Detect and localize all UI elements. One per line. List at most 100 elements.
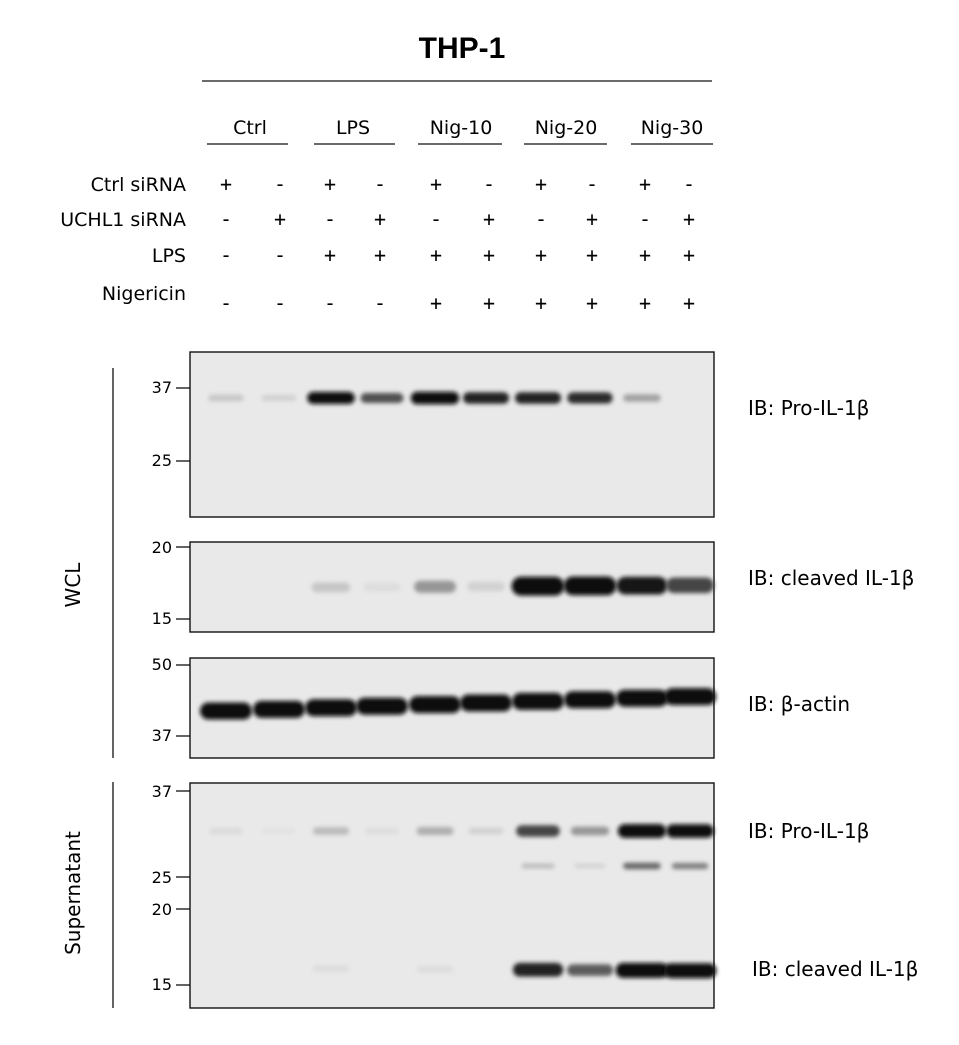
band-row bbox=[311, 576, 714, 596]
blot-band bbox=[512, 692, 564, 710]
blot-band bbox=[615, 962, 669, 978]
blot-band bbox=[467, 581, 505, 592]
condition-sign: + bbox=[586, 207, 598, 231]
condition-sign: + bbox=[586, 243, 598, 267]
condition-sign: + bbox=[483, 243, 495, 267]
section-label-supernatant: Supernatant bbox=[61, 831, 85, 955]
condition-sign: + bbox=[535, 172, 547, 196]
blot-band bbox=[312, 965, 350, 973]
blot-band bbox=[468, 827, 504, 835]
condition-label-lps: LPS bbox=[152, 245, 186, 267]
blot-band bbox=[664, 688, 716, 706]
blot-band bbox=[307, 391, 355, 404]
blot-panel-wcl-beta-actin: 50 37 IB: β-actin bbox=[152, 655, 850, 759]
condition-sign: + bbox=[374, 243, 386, 267]
blot-band bbox=[414, 580, 456, 593]
blot-band bbox=[564, 691, 616, 709]
condition-sign: + bbox=[683, 207, 695, 231]
blot-band bbox=[410, 391, 460, 405]
section-label-wcl: WCL bbox=[61, 562, 85, 608]
group-label-nig-10: Nig-10 bbox=[430, 117, 493, 139]
blot-band bbox=[616, 689, 668, 707]
blot-band bbox=[512, 962, 564, 977]
condition-sign: - bbox=[274, 291, 286, 315]
blot-band bbox=[416, 965, 454, 973]
mw-marker: 15 bbox=[152, 975, 172, 994]
blot-band bbox=[209, 827, 243, 835]
blot-band bbox=[511, 576, 565, 596]
condition-sign: + bbox=[483, 291, 495, 315]
blot-panel-wcl-cleaved-il1b: 20 15 IB: cleaved IL-1β bbox=[152, 538, 914, 633]
blot-band bbox=[623, 394, 661, 402]
blot-band bbox=[521, 863, 555, 869]
mw-marker: 50 bbox=[152, 655, 172, 674]
condition-sign: + bbox=[683, 291, 695, 315]
blot-band bbox=[262, 827, 296, 835]
group-label-nig-30: Nig-30 bbox=[641, 117, 704, 139]
condition-sign: + bbox=[430, 172, 442, 196]
condition-sign: + bbox=[483, 207, 495, 231]
condition-sign: + bbox=[324, 172, 336, 196]
blot-band bbox=[200, 702, 252, 720]
blot-band bbox=[671, 863, 709, 870]
blot-band bbox=[261, 394, 297, 402]
condition-sign: - bbox=[220, 243, 232, 267]
blot-band bbox=[617, 824, 667, 838]
condition-sign: - bbox=[430, 207, 442, 231]
blot-band bbox=[516, 825, 560, 837]
condition-sign: + bbox=[430, 243, 442, 267]
condition-sign: + bbox=[220, 172, 232, 196]
mw-marker: 37 bbox=[152, 726, 172, 745]
condition-sign: - bbox=[374, 172, 386, 196]
mw-marker: 25 bbox=[152, 451, 172, 470]
mw-marker: 37 bbox=[152, 782, 172, 801]
condition-sign: + bbox=[586, 291, 598, 315]
blot-band bbox=[356, 697, 408, 715]
condition-sign: + bbox=[535, 243, 547, 267]
band-row bbox=[209, 824, 717, 979]
blot-band bbox=[515, 392, 562, 404]
ib-label: IB: Pro-IL-1β bbox=[748, 819, 869, 843]
condition-sign: - bbox=[683, 172, 695, 196]
condition-sign: - bbox=[220, 291, 232, 315]
figure-title: THP-1 bbox=[419, 32, 506, 65]
condition-sign: - bbox=[586, 172, 598, 196]
condition-sign: + bbox=[430, 291, 442, 315]
blot-band bbox=[253, 700, 305, 718]
condition-sign: + bbox=[535, 291, 547, 315]
blot-band bbox=[360, 393, 404, 403]
blot-band bbox=[363, 582, 401, 592]
condition-sign: - bbox=[639, 207, 651, 231]
condition-label-uchl1-sirna: UCHL1 siRNA bbox=[60, 209, 186, 231]
condition-rows: Ctrl siRNA UCHL1 siRNA LPS Nigericin + - +… bbox=[60, 172, 695, 315]
condition-sign: - bbox=[483, 172, 495, 196]
blot-band bbox=[570, 826, 610, 836]
blot-band bbox=[463, 392, 510, 404]
condition-sign: - bbox=[374, 291, 386, 315]
condition-label-ctrl-sirna: Ctrl siRNA bbox=[91, 174, 186, 196]
blot-band bbox=[567, 964, 614, 976]
ib-label: IB: cleaved IL-1β bbox=[748, 566, 914, 590]
blot-band bbox=[365, 827, 399, 835]
condition-sign: + bbox=[324, 243, 336, 267]
mw-marker: 15 bbox=[152, 609, 172, 628]
blot-band bbox=[663, 963, 717, 979]
mw-marker: 25 bbox=[152, 868, 172, 887]
blot-band bbox=[313, 827, 350, 835]
blot-band bbox=[409, 696, 461, 714]
condition-signs: + - + - + - + - + - - + - + - + - + - + - - + + + + + + + + - - - - + + + + + + bbox=[220, 172, 695, 315]
condition-sign: + bbox=[683, 243, 695, 267]
condition-sign: + bbox=[639, 243, 651, 267]
ib-label: IB: cleaved IL-1β bbox=[752, 957, 918, 981]
blot-band bbox=[416, 827, 454, 835]
mw-marker: 37 bbox=[152, 378, 172, 397]
condition-sign: - bbox=[274, 172, 286, 196]
condition-label-nigericin: Nigericin bbox=[102, 283, 186, 305]
blot-band bbox=[666, 824, 714, 838]
condition-sign: + bbox=[374, 207, 386, 231]
blot-panel-supernatant: 37 25 20 15 IB: Pro-IL-1β IB: cleaved IL… bbox=[152, 782, 918, 1009]
group-labels: Ctrl LPS Nig-10 Nig-20 Nig-30 bbox=[207, 117, 713, 145]
condition-sign: + bbox=[639, 291, 651, 315]
mw-marker: 20 bbox=[152, 538, 172, 557]
